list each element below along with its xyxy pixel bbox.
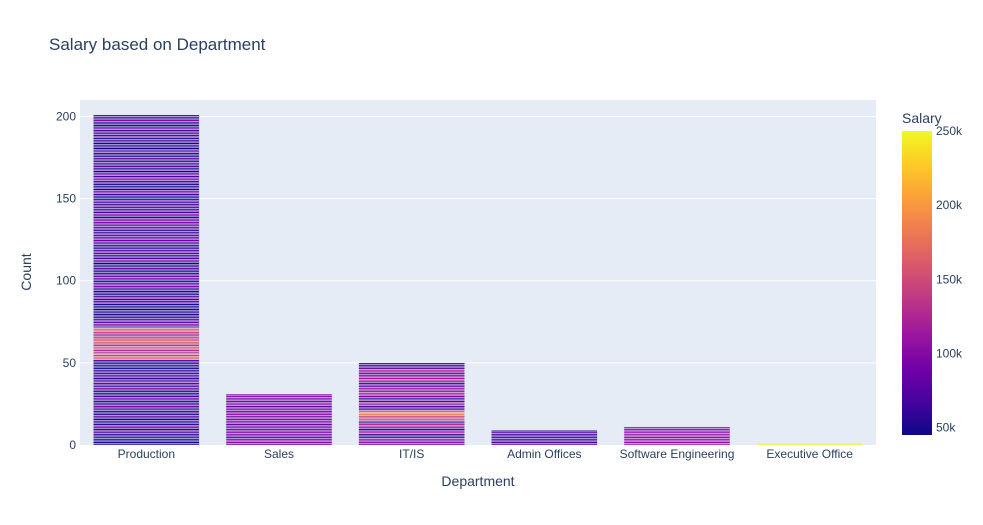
y-tick-label: 100 (56, 274, 76, 288)
colorbar-title: Salary (902, 110, 942, 126)
x-axis-title: Department (441, 473, 514, 489)
x-tick-label: IT/IS (399, 447, 424, 461)
colorbar-tick-label: 50k (936, 421, 956, 435)
y-tick-label: 0 (69, 438, 76, 452)
chart-title: Salary based on Department (49, 35, 266, 54)
colorbar-tick-label: 100k (936, 346, 963, 360)
x-tick-label: Sales (264, 447, 294, 461)
x-tick-label: Production (118, 447, 175, 461)
bars (93, 114, 863, 446)
y-tick-label: 200 (56, 109, 76, 123)
y-tick-label: 50 (63, 356, 77, 370)
x-tick-labels: Production Sales IT/IS Admin Offices Softwar… (118, 447, 854, 461)
y-axis-title: Count (18, 253, 34, 290)
x-tick-label: Admin Offices (507, 447, 581, 461)
x-tick-label: Software Engineering (620, 447, 735, 461)
colorbar-tick-label: 150k (936, 272, 963, 286)
bar-segment (491, 429, 598, 433)
bar-segment (93, 114, 200, 117)
y-tick-labels: 0 50 100 150 200 (56, 109, 76, 452)
plot-area (80, 100, 876, 445)
colorbar-tick-labels: 50k 100k 150k 200k 250k (936, 124, 963, 435)
y-tick-label: 150 (56, 192, 76, 206)
bar-segment (623, 426, 731, 429)
bar-segment (225, 393, 333, 396)
x-tick-label: Executive Office (766, 447, 853, 461)
colorbar-tick-label: 200k (936, 198, 963, 212)
bar-segment (756, 443, 863, 446)
colorbar-tick-label: 250k (936, 124, 963, 138)
grid-lines (80, 115, 876, 364)
bar-segment (358, 362, 465, 365)
colorbar (902, 131, 932, 435)
